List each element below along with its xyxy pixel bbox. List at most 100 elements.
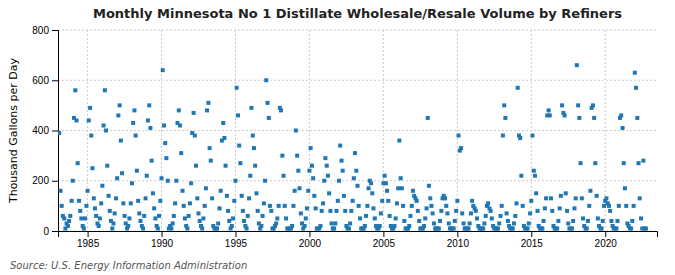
point bbox=[193, 134, 197, 138]
y-tick: 600 bbox=[32, 75, 58, 86]
point bbox=[294, 129, 298, 133]
point bbox=[400, 186, 404, 190]
point bbox=[328, 209, 332, 213]
point bbox=[323, 156, 327, 160]
point bbox=[601, 219, 605, 223]
point bbox=[115, 176, 119, 180]
point bbox=[513, 214, 517, 218]
y-tick-mark bbox=[52, 131, 58, 132]
point bbox=[482, 221, 486, 225]
point bbox=[576, 103, 580, 107]
point bbox=[639, 216, 643, 220]
point bbox=[132, 108, 136, 112]
point bbox=[563, 113, 567, 117]
point bbox=[540, 226, 544, 230]
point bbox=[354, 169, 358, 173]
point bbox=[242, 219, 246, 223]
point bbox=[486, 201, 490, 205]
point bbox=[264, 78, 268, 82]
point bbox=[174, 179, 178, 183]
point bbox=[284, 216, 288, 220]
point bbox=[595, 194, 599, 198]
point bbox=[447, 221, 451, 225]
point bbox=[588, 189, 592, 193]
point bbox=[410, 204, 414, 208]
point bbox=[120, 171, 124, 175]
x-tick-mark bbox=[235, 231, 236, 237]
point bbox=[129, 201, 133, 205]
point bbox=[570, 226, 574, 230]
point bbox=[534, 191, 538, 195]
point bbox=[98, 216, 102, 220]
point bbox=[533, 174, 537, 178]
point bbox=[266, 101, 270, 105]
point bbox=[141, 226, 145, 230]
point bbox=[602, 204, 606, 208]
chart: 1985199019952000200520102015202002004006… bbox=[0, 0, 675, 275]
point bbox=[399, 176, 403, 180]
point bbox=[262, 201, 266, 205]
point bbox=[596, 216, 600, 220]
point bbox=[319, 224, 323, 228]
point bbox=[173, 201, 177, 205]
point bbox=[204, 186, 208, 190]
point bbox=[150, 159, 154, 163]
point bbox=[556, 219, 560, 223]
point bbox=[71, 179, 75, 183]
point bbox=[351, 199, 355, 203]
x-tick-mark bbox=[309, 231, 310, 237]
x-tick: 2005 bbox=[373, 231, 396, 249]
point bbox=[92, 196, 96, 200]
point bbox=[544, 196, 548, 200]
point bbox=[136, 199, 140, 203]
point bbox=[311, 176, 315, 180]
point bbox=[385, 189, 389, 193]
point bbox=[267, 116, 271, 120]
point bbox=[172, 214, 176, 218]
point bbox=[206, 101, 210, 105]
point bbox=[104, 129, 108, 133]
point bbox=[160, 176, 164, 180]
point bbox=[248, 174, 252, 178]
point bbox=[320, 209, 324, 213]
point bbox=[342, 194, 346, 198]
point bbox=[397, 139, 401, 143]
point bbox=[454, 209, 458, 213]
point bbox=[247, 196, 251, 200]
point bbox=[340, 159, 344, 163]
point bbox=[303, 224, 307, 228]
point bbox=[299, 211, 303, 215]
point bbox=[298, 186, 302, 190]
x-axis-line bbox=[59, 232, 658, 238]
point bbox=[460, 211, 464, 215]
point bbox=[235, 86, 239, 90]
y-tick-label: 400 bbox=[32, 125, 49, 136]
point bbox=[121, 201, 125, 205]
point bbox=[392, 224, 396, 228]
point bbox=[548, 113, 552, 117]
point bbox=[431, 211, 435, 215]
point bbox=[103, 88, 107, 92]
point bbox=[371, 206, 375, 210]
point bbox=[437, 226, 441, 230]
point bbox=[145, 174, 149, 178]
point bbox=[452, 226, 456, 230]
point bbox=[119, 139, 123, 143]
y-tick-mark bbox=[52, 181, 58, 182]
point bbox=[429, 204, 433, 208]
point bbox=[89, 134, 93, 138]
point bbox=[59, 189, 63, 193]
point bbox=[222, 136, 226, 140]
point bbox=[621, 126, 625, 130]
point bbox=[261, 214, 265, 218]
point bbox=[310, 164, 314, 168]
y-grid-line bbox=[58, 80, 657, 81]
point bbox=[215, 226, 219, 230]
point bbox=[547, 108, 551, 112]
point bbox=[380, 199, 384, 203]
point bbox=[290, 224, 294, 228]
point bbox=[526, 226, 530, 230]
point bbox=[97, 224, 101, 228]
point bbox=[326, 174, 330, 178]
point bbox=[131, 121, 135, 125]
